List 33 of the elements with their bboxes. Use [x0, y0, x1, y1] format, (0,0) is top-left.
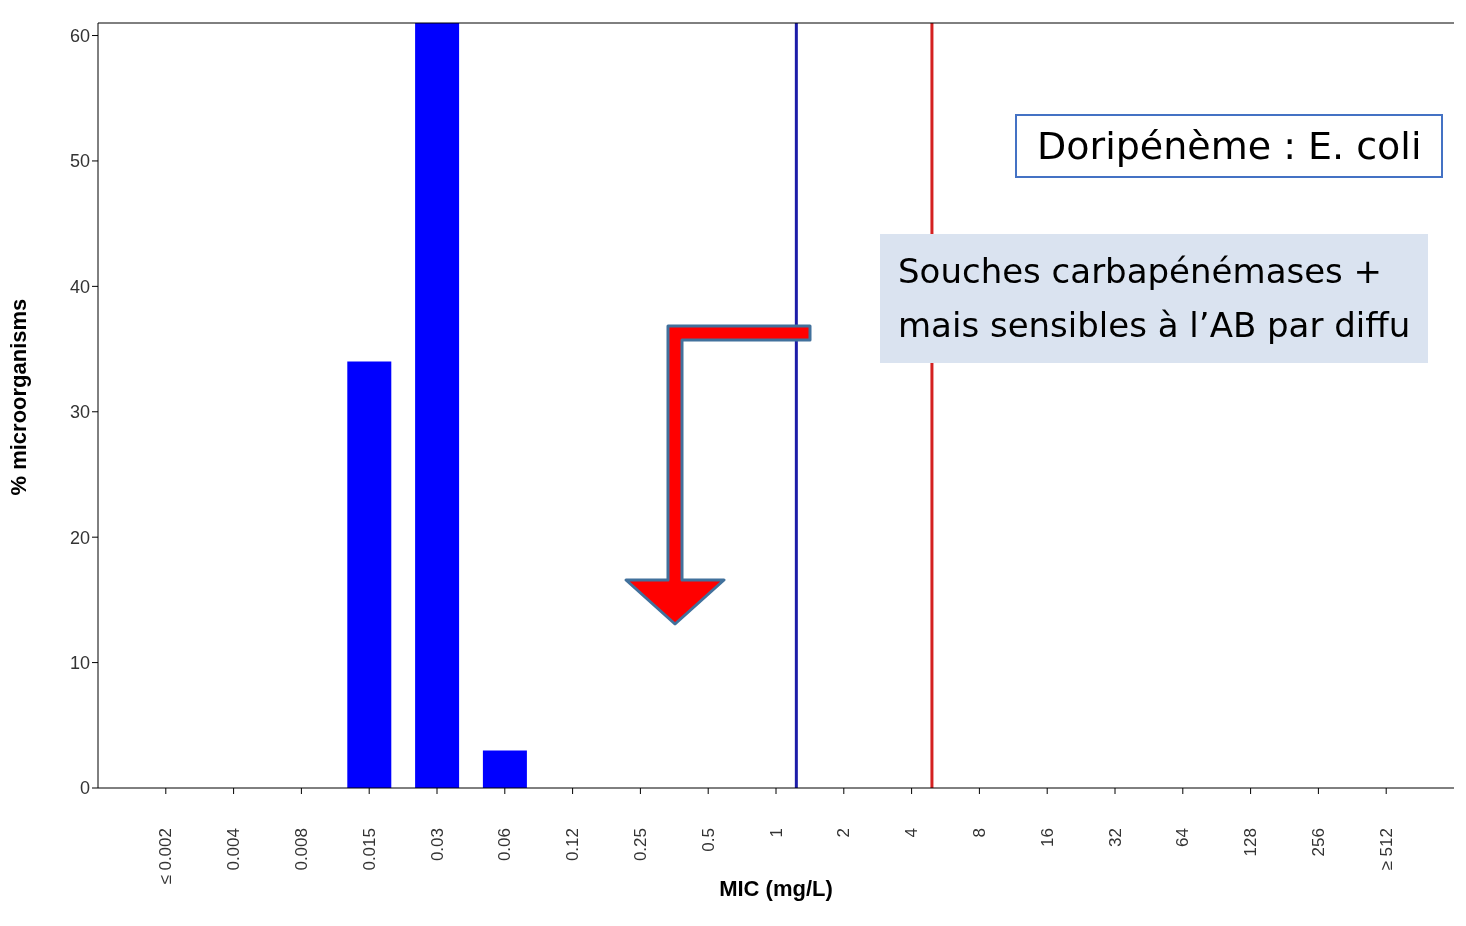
- y-tick-label: 0: [79, 778, 90, 799]
- x-tick-label: ≤ 0.002: [156, 828, 176, 885]
- y-tick-label: 60: [69, 25, 90, 46]
- x-tick-label: 128: [1241, 828, 1261, 857]
- x-tick-label: 2: [834, 828, 854, 838]
- y-tick-label: 30: [69, 402, 90, 423]
- x-tick-label: 16: [1037, 828, 1057, 847]
- x-tick-label: 0.03: [427, 828, 447, 862]
- x-tick-label: ≥ 512: [1376, 828, 1396, 871]
- bar: [482, 750, 527, 788]
- x-tick-label: 0.008: [291, 828, 311, 871]
- x-tick-label: 0.06: [495, 828, 515, 862]
- x-tick-label: 256: [1308, 828, 1328, 857]
- x-tick-label: 0.25: [630, 828, 650, 862]
- y-tick-label: 20: [69, 527, 90, 548]
- x-tick-label: 0.015: [359, 828, 379, 871]
- annotation: Doripénème : E. coli: [1015, 114, 1444, 178]
- x-axis-title: MIC (mg/L): [719, 876, 833, 901]
- x-tick-label: 4: [902, 828, 922, 838]
- y-axis-title: % microorganisms: [5, 298, 31, 496]
- annotation: Souches carbapénémases + mais sensibles à l’AB par diffu: [880, 234, 1429, 363]
- x-tick-label: 1: [766, 828, 786, 838]
- x-tick-label: 0.004: [224, 828, 244, 871]
- x-tick-label: 0.12: [563, 828, 583, 862]
- y-tick-label: 50: [69, 151, 90, 172]
- x-tick-label: 64: [1173, 828, 1193, 847]
- x-tick-label: 8: [969, 828, 989, 838]
- x-tick-label: 0.5: [698, 828, 718, 852]
- bar: [347, 361, 392, 788]
- x-tick-label: 32: [1105, 828, 1125, 847]
- y-tick-label: 10: [69, 652, 90, 673]
- y-tick-label: 40: [69, 276, 90, 297]
- bar: [415, 23, 460, 788]
